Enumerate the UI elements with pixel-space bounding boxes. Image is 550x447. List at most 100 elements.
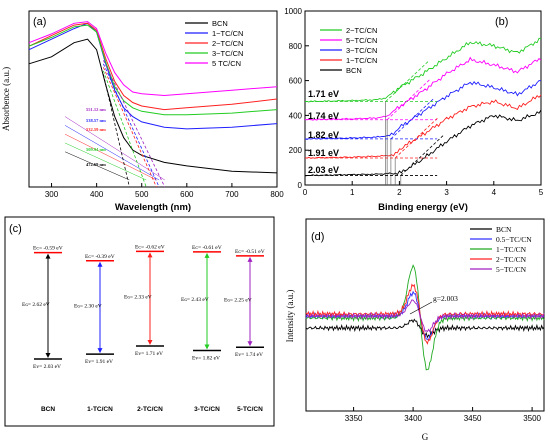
panel-d-legend-entry: 2−TC/CN [496, 255, 527, 264]
panel-a-xtick-label: 600 [180, 190, 194, 199]
panel-d-xtick-label: 3500 [523, 414, 541, 423]
band-eg-label: Eɢ= 2.62 eV [22, 302, 50, 308]
panel-a-annotation-pointer [64, 133, 157, 181]
panel-b-frame [304, 10, 542, 186]
panel-b-legend-entry: BCN [346, 66, 362, 75]
panel-a-xtick-label: 300 [45, 190, 59, 199]
panel-b: (b) 0 1 2 3 4 5 0 200 400 600 800 1000 1.71 eV 1.74… [284, 7, 544, 213]
panel-a: (a) 300 400 500 600 700 800 551.12 nm 538.57 … [1, 10, 284, 213]
panel-b-ytick-label: 800 [289, 42, 303, 51]
annotation-538nm: 538.57 nm [86, 118, 106, 123]
panel-a-annotation-pointer [64, 125, 160, 181]
band-sample-name: 1-TC/CN [87, 406, 113, 413]
panel-a-annotations: 551.12 nm 538.57 nm 532.59 nm 509.94 nm … [86, 107, 106, 167]
panel-a-xlabel: Wavelength (nm) [115, 202, 191, 213]
panel-b-ytick-label: 1000 [284, 7, 302, 16]
panel-d-xtick-label: 3450 [464, 414, 482, 423]
panel-a-annotation-pointer [64, 151, 130, 181]
panel-b-legend-entry: 2−TC/CN [346, 26, 377, 35]
panel-b-xtick-label: 0 [303, 188, 308, 197]
band-ec-label: Eᴄ= -0.62 eV [135, 244, 165, 250]
band-eg-label: Eɢ= 2.30 eV [74, 303, 102, 309]
band-sample-name: 5-TC/CN [237, 406, 263, 413]
panel-a-annotation-pointer [64, 142, 147, 181]
panel-b-ytick-label: 600 [289, 77, 303, 86]
band-ev-label: Eᴠ= 1.91 eV [85, 359, 113, 365]
band-sample-name: 2-TC/CN [137, 406, 163, 413]
panel-b-xtick-label: 5 [539, 188, 544, 197]
panel-a-legend-entry: 5 TC/CN [212, 59, 241, 68]
band-gap-arrowhead-top [45, 253, 51, 259]
panel-a-legend-entry: BCN [212, 19, 228, 28]
panel-b-legend-entry: 3−TC/CN [346, 46, 377, 55]
band-gap-arrowhead-bottom [147, 339, 153, 345]
panel-d-legend-entry: 0.5−TC/CN [496, 235, 532, 244]
panel-a-annotation-pointer [64, 116, 165, 181]
panel-b-xtick-label: 2 [397, 188, 402, 197]
band-ev-label: Eᴠ= 1.74 eV [235, 352, 263, 358]
panel-a-series-line [28, 22, 278, 130]
panel-d-ylabel: Intensity (a.u.) [285, 290, 295, 343]
band-gap-arrowhead-bottom [247, 341, 253, 347]
panel-b-baselines [305, 61, 444, 185]
panel-b-annotations: 1.71 eV 1.74 eV 1.82 eV 1.91 eV 2.03 eV [308, 89, 339, 175]
panel-c-frame [4, 216, 275, 427]
band-eg-label: Eɢ= 2.33 eV [124, 295, 152, 301]
band-gap-arrowhead-bottom [97, 348, 103, 354]
panel-b-ytick-label: 0 [298, 181, 303, 190]
panel-b-xtick-label: 4 [492, 188, 497, 197]
panel-a-xtick-label: 700 [225, 190, 239, 199]
panel-a-xtick-label: 500 [135, 190, 149, 199]
panel-a-series-line [28, 38, 278, 174]
band-ev-label: Eᴠ= 2.03 eV [33, 364, 61, 370]
band-gap-arrowhead-top [147, 252, 153, 258]
g-value-arrow [409, 301, 433, 315]
annotation-182ev: 1.82 eV [308, 130, 339, 140]
panel-b-series-line [304, 94, 542, 159]
band-ev-label: Eᴠ= 1.71 eV [135, 351, 163, 357]
band-gap-arrowhead-bottom [204, 344, 210, 350]
panel-d-legend-entry: 1−TC/CN [496, 245, 527, 254]
panel-b-xtick-label: 3 [444, 188, 449, 197]
panel-b-tangent [385, 61, 429, 102]
panel-d-xtick-label: 3350 [345, 414, 363, 423]
panel-d-annotation: g=2.003 [433, 294, 458, 303]
annotation-203ev: 2.03 eV [308, 165, 339, 175]
annotation-509nm: 509.94 nm [86, 147, 106, 152]
band-sample-name: BCN [41, 406, 55, 413]
annotation-532nm: 532.59 nm [86, 127, 106, 132]
annotation-174ev: 1.74 eV [308, 111, 339, 121]
panel-d-series-line [305, 283, 545, 345]
band-gap-arrowhead-top [204, 252, 210, 258]
panel-d-legend-entry: 5−TC/CN [496, 265, 527, 274]
panel-c: (c) Eᴄ= -0.59 eV Eɢ= 2.62 eV Eᴠ= 2.03 eV BC… [4, 216, 275, 427]
band-eg-label: Eɢ= 2.43 eV [181, 297, 209, 303]
panel-d-series-line [305, 264, 545, 371]
panel-a-xtick-label: 400 [90, 190, 104, 199]
panel-b-legend-entry: 5−TC/CN [346, 36, 377, 45]
panel-a-tangent-line [103, 74, 130, 188]
panel-d: (d) 3350 3400 3450 3500 g=2.003 BCN0.5−TC/C… [285, 218, 545, 442]
panel-a-legend-entry: 2−TC/CN [212, 39, 243, 48]
panel-d-xtick-label: 3400 [404, 414, 422, 423]
panel-b-ytick-label: 200 [289, 146, 303, 155]
panel-a-label: (a) [33, 16, 46, 28]
panel-a-legend-entry: 3−TC/CN [212, 49, 243, 58]
annotation-171ev: 1.71 eV [308, 89, 339, 99]
panel-b-tangent [386, 79, 430, 121]
band-ec-label: Eᴄ= -0.51 eV [235, 249, 265, 255]
band-gap-arrowhead-top [247, 256, 253, 262]
panel-b-legend-entry: 1−TC/CN [346, 56, 377, 65]
band-gap-arrowhead-bottom [45, 352, 51, 358]
panel-d-label: (d) [311, 231, 324, 243]
band-gap-arrowhead-top [97, 261, 103, 267]
panel-b-ytick-label: 400 [289, 111, 303, 120]
band-eg-label: Eɢ= 2.25 eV [224, 298, 252, 304]
panel-a-tangent-line [103, 63, 160, 188]
panel-d-legend-entry: BCN [496, 225, 512, 234]
panel-b-series-line [304, 56, 542, 121]
panel-c-label: (c) [9, 223, 22, 235]
